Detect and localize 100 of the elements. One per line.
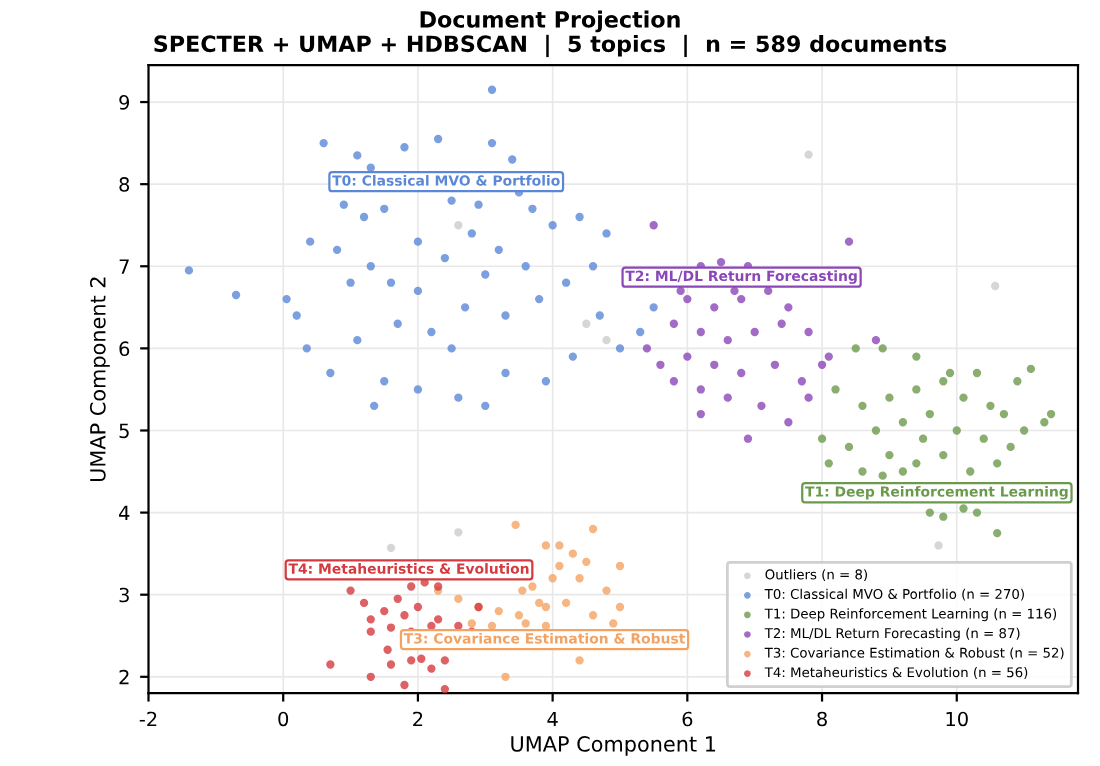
point — [588, 611, 598, 620]
point — [912, 352, 921, 361]
y-axis-title: UMAP Component 2 — [89, 277, 110, 482]
point — [413, 286, 423, 296]
point — [710, 303, 719, 312]
point — [521, 262, 530, 271]
point — [400, 611, 409, 620]
point — [369, 401, 379, 411]
point — [649, 303, 658, 312]
point — [386, 543, 396, 553]
point — [575, 574, 584, 583]
point — [528, 204, 537, 213]
point — [528, 582, 537, 591]
point — [332, 245, 342, 255]
point — [400, 680, 409, 690]
point — [1019, 426, 1029, 435]
point — [447, 196, 456, 205]
point — [683, 352, 692, 361]
point — [494, 606, 503, 616]
point — [898, 467, 908, 476]
point — [777, 319, 786, 328]
point — [588, 262, 598, 271]
point — [602, 229, 611, 238]
point — [407, 656, 416, 665]
point — [353, 151, 362, 160]
point — [427, 327, 436, 337]
point — [319, 138, 328, 148]
point — [508, 155, 517, 164]
point — [582, 557, 591, 567]
point — [1046, 409, 1056, 419]
point — [784, 303, 793, 312]
point — [804, 150, 813, 159]
point — [784, 418, 793, 427]
point — [993, 528, 1002, 538]
point — [878, 471, 887, 480]
point — [939, 450, 948, 460]
y-tick-label: 6 — [119, 341, 130, 357]
point — [696, 385, 705, 394]
point — [346, 278, 355, 287]
point — [366, 627, 375, 636]
point — [380, 377, 389, 386]
point — [555, 541, 564, 550]
point — [716, 258, 726, 267]
point — [481, 270, 490, 279]
point — [986, 401, 995, 411]
point — [454, 528, 463, 537]
point — [615, 344, 625, 353]
point — [934, 541, 943, 550]
y-tick-label: 5 — [119, 423, 129, 439]
point — [481, 401, 490, 411]
point — [548, 221, 557, 230]
point — [386, 660, 396, 669]
point — [615, 561, 625, 571]
point — [440, 253, 450, 263]
point — [595, 311, 604, 320]
point — [824, 352, 833, 361]
point — [366, 262, 375, 271]
point — [433, 615, 443, 624]
point — [548, 574, 557, 583]
point — [413, 385, 423, 394]
point — [737, 368, 746, 378]
point — [534, 598, 544, 608]
point — [1013, 377, 1022, 386]
point — [878, 344, 887, 353]
y-tick-label: 9 — [119, 95, 130, 110]
point — [959, 393, 968, 402]
point — [979, 434, 988, 443]
y-tick-label: 8 — [119, 177, 130, 192]
point — [609, 619, 618, 628]
point — [383, 645, 392, 654]
point — [231, 290, 241, 300]
y-tick-label: 4 — [119, 505, 130, 520]
point — [952, 426, 961, 435]
point — [588, 524, 598, 534]
point — [885, 393, 894, 402]
point — [844, 442, 854, 452]
point — [831, 385, 840, 394]
point — [1040, 418, 1049, 427]
point — [939, 377, 948, 386]
point — [400, 143, 409, 152]
point — [292, 311, 301, 320]
point — [454, 221, 463, 230]
x-tick-label: 6 — [682, 711, 693, 727]
point — [696, 409, 705, 419]
x-tick-label: 10 — [946, 711, 968, 727]
point — [912, 459, 921, 468]
point — [339, 200, 348, 209]
point — [184, 266, 194, 275]
point — [366, 672, 375, 681]
point — [945, 368, 955, 378]
point — [413, 237, 423, 246]
point — [918, 434, 928, 443]
y-tick-label: 2 — [119, 669, 129, 685]
point — [925, 409, 934, 419]
point — [723, 336, 732, 345]
point — [474, 200, 483, 209]
x-tick-label: 2 — [413, 711, 423, 727]
point — [501, 672, 510, 681]
point — [555, 561, 564, 571]
point — [642, 344, 652, 353]
